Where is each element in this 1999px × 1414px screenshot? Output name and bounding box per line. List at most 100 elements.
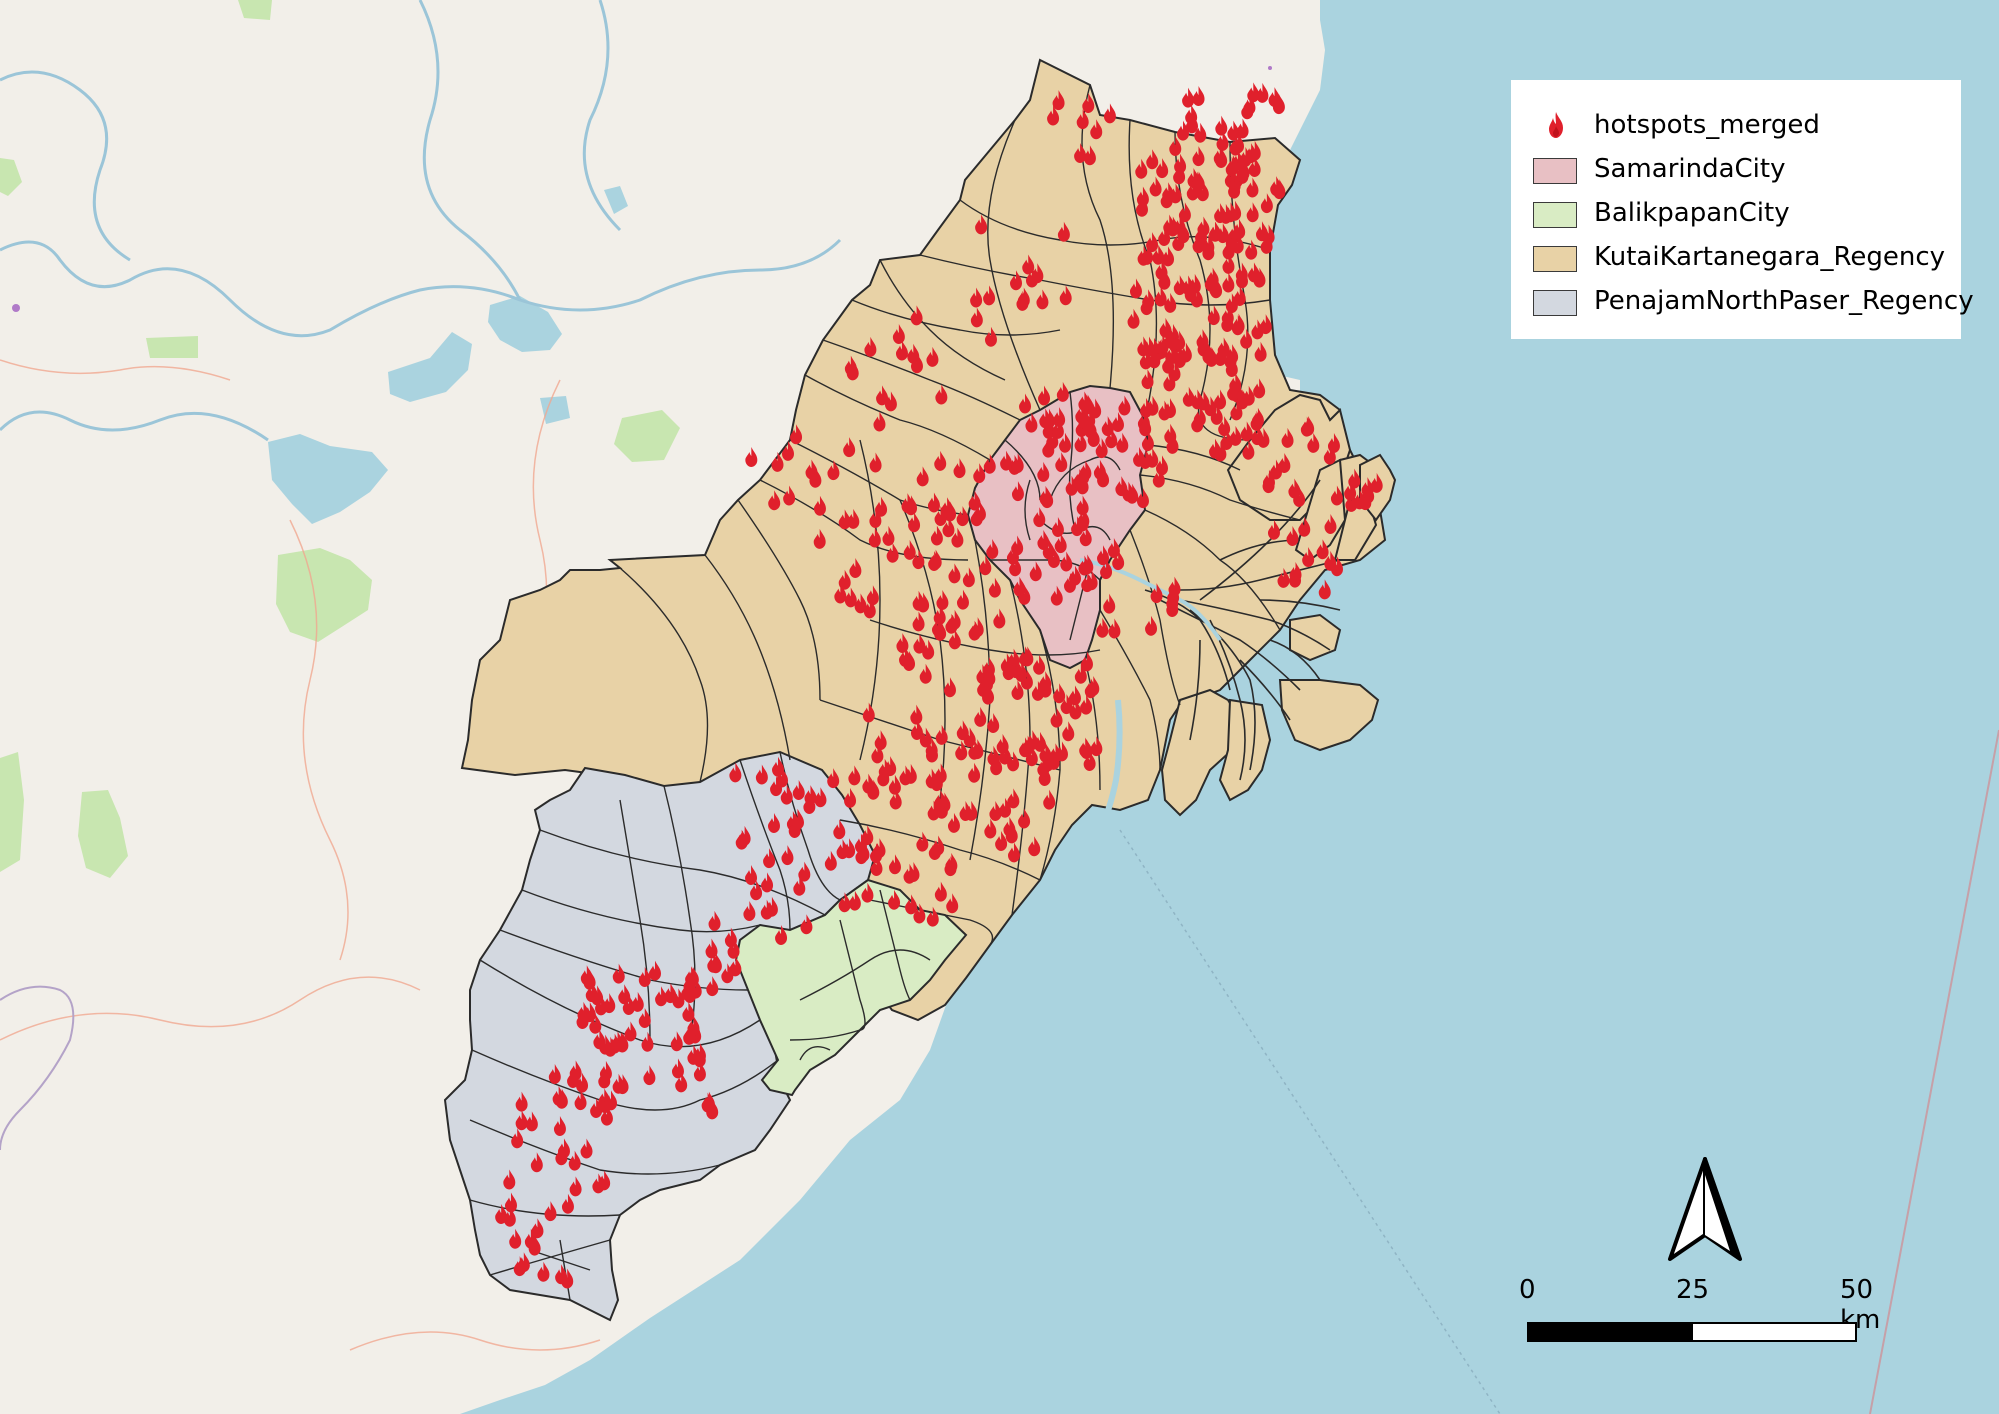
hotspot-marker: [1246, 202, 1259, 223]
hotspot-marker: [1233, 286, 1246, 307]
hotspot-marker: [574, 1090, 587, 1111]
hotspot-marker: [1076, 109, 1089, 130]
hotspot-marker: [1000, 450, 1013, 471]
hotspot-marker: [984, 818, 997, 839]
hotspot-marker: [910, 305, 923, 326]
hotspot-marker: [907, 343, 920, 364]
hotspot-marker: [1135, 196, 1148, 217]
hotspot-marker: [862, 702, 875, 723]
hotspot-marker: [569, 1060, 582, 1081]
hotspot-marker: [916, 466, 929, 487]
hotspot-marker: [664, 983, 677, 1004]
hotspot-marker: [888, 854, 901, 875]
hotspot-marker: [1331, 556, 1344, 577]
hotspot-marker: [1047, 548, 1060, 569]
hotspot-marker: [1096, 617, 1109, 638]
hotspot-marker: [843, 437, 856, 458]
basemap-place-markers: [12, 66, 1272, 312]
hotspot-marker: [681, 980, 694, 1001]
scale-label-50km: 50 km: [1840, 1275, 1881, 1335]
hotspot-marker: [1129, 278, 1142, 299]
hotspot-marker: [1164, 292, 1177, 313]
hotspot-marker: [947, 812, 960, 833]
hotspot-marker: [905, 894, 918, 915]
hotspot-marker: [1191, 412, 1204, 433]
hotspot-marker: [912, 611, 925, 632]
hotspot-marker: [910, 704, 923, 725]
hotspot-marker: [1166, 433, 1179, 454]
hotspot-marker: [895, 340, 908, 361]
hotspot-marker: [956, 506, 969, 527]
hotspot-marker: [1267, 519, 1280, 540]
hotspot-marker: [686, 966, 699, 987]
hotspot-marker: [942, 517, 955, 538]
hotspot-marker: [1059, 285, 1072, 306]
hotspot-marker: [1202, 343, 1215, 364]
hotspot-marker: [745, 865, 758, 886]
hotspot-marker: [1033, 507, 1046, 528]
legend-item-samarinda: SamarindaCity: [1523, 152, 1961, 196]
hotspot-marker: [1162, 246, 1175, 267]
hotspot-marker: [1262, 224, 1275, 245]
hotspot-marker: [1260, 233, 1273, 254]
balikpapan-bay: [1097, 699, 1123, 832]
hotspot-marker: [1081, 572, 1094, 593]
hotspot-marker: [576, 1009, 589, 1030]
hotspot-marker: [934, 505, 947, 526]
hotspot-marker: [1026, 730, 1039, 751]
scale-segment-white: [1691, 1322, 1857, 1342]
hotspot-marker: [1166, 596, 1179, 617]
hotspot-marker: [1097, 467, 1110, 488]
region-mahakam-delta[interactable]: [1160, 393, 1397, 817]
hotspot-marker: [599, 1034, 612, 1055]
hotspot-marker: [919, 663, 932, 684]
hotspot-marker: [995, 830, 1008, 851]
hotspot-marker: [537, 1261, 550, 1282]
hotspot-marker: [1043, 789, 1056, 810]
hotspot-marker: [649, 960, 662, 981]
hotspot-marker: [871, 743, 884, 764]
hotspot-marker: [1103, 103, 1116, 124]
hotspot-marker: [982, 684, 995, 705]
region-balikpapan[interactable]: [734, 878, 968, 1097]
legend-swatch-penajam: [1533, 290, 1577, 316]
legend-swatch-kutai: [1533, 246, 1577, 272]
hotspot-marker: [511, 1128, 524, 1149]
hotspot-marker: [671, 1058, 684, 1079]
hotspot-marker: [1228, 173, 1241, 194]
hotspot-marker: [861, 882, 874, 903]
hotspot-marker: [1210, 278, 1223, 299]
hotspot-marker: [1257, 427, 1270, 448]
hotspot-marker: [1173, 330, 1186, 351]
hotspot-marker: [943, 677, 956, 698]
hotspot-marker: [1298, 516, 1311, 537]
hotspot-marker: [861, 825, 874, 846]
hotspot-marker: [1025, 412, 1038, 433]
hotspot-marker: [580, 1138, 593, 1159]
hotspot-marker: [1100, 559, 1113, 580]
hotspot-marker: [838, 509, 851, 530]
hotspot-marker: [553, 1115, 566, 1136]
hotspot-marker: [1251, 319, 1264, 340]
hotspot-marker: [1025, 746, 1038, 767]
hotspot-marker: [1036, 289, 1049, 310]
hotspot-marker: [1166, 216, 1179, 237]
hotspot-marker: [1224, 202, 1237, 223]
hotspot-marker: [990, 755, 1003, 776]
hotspot-marker: [1178, 202, 1191, 223]
hotspot-marker: [913, 633, 926, 654]
hotspot-marker: [548, 1063, 561, 1084]
hotspot-marker: [1074, 432, 1087, 453]
hotspot-marker: [525, 1111, 538, 1132]
hotspot-marker: [1192, 233, 1205, 254]
hotspot-marker: [1155, 259, 1168, 280]
hotspot-marker: [1192, 86, 1205, 107]
hotspot-marker: [761, 872, 774, 893]
hotspot-marker: [1093, 459, 1106, 480]
hotspot-marker: [1073, 468, 1086, 489]
hotspot-marker: [970, 506, 983, 527]
hotspot-marker: [1038, 385, 1051, 406]
hotspot-marker: [1054, 533, 1067, 554]
hotspot-marker: [1103, 593, 1116, 614]
hotspot-marker: [1222, 253, 1235, 274]
